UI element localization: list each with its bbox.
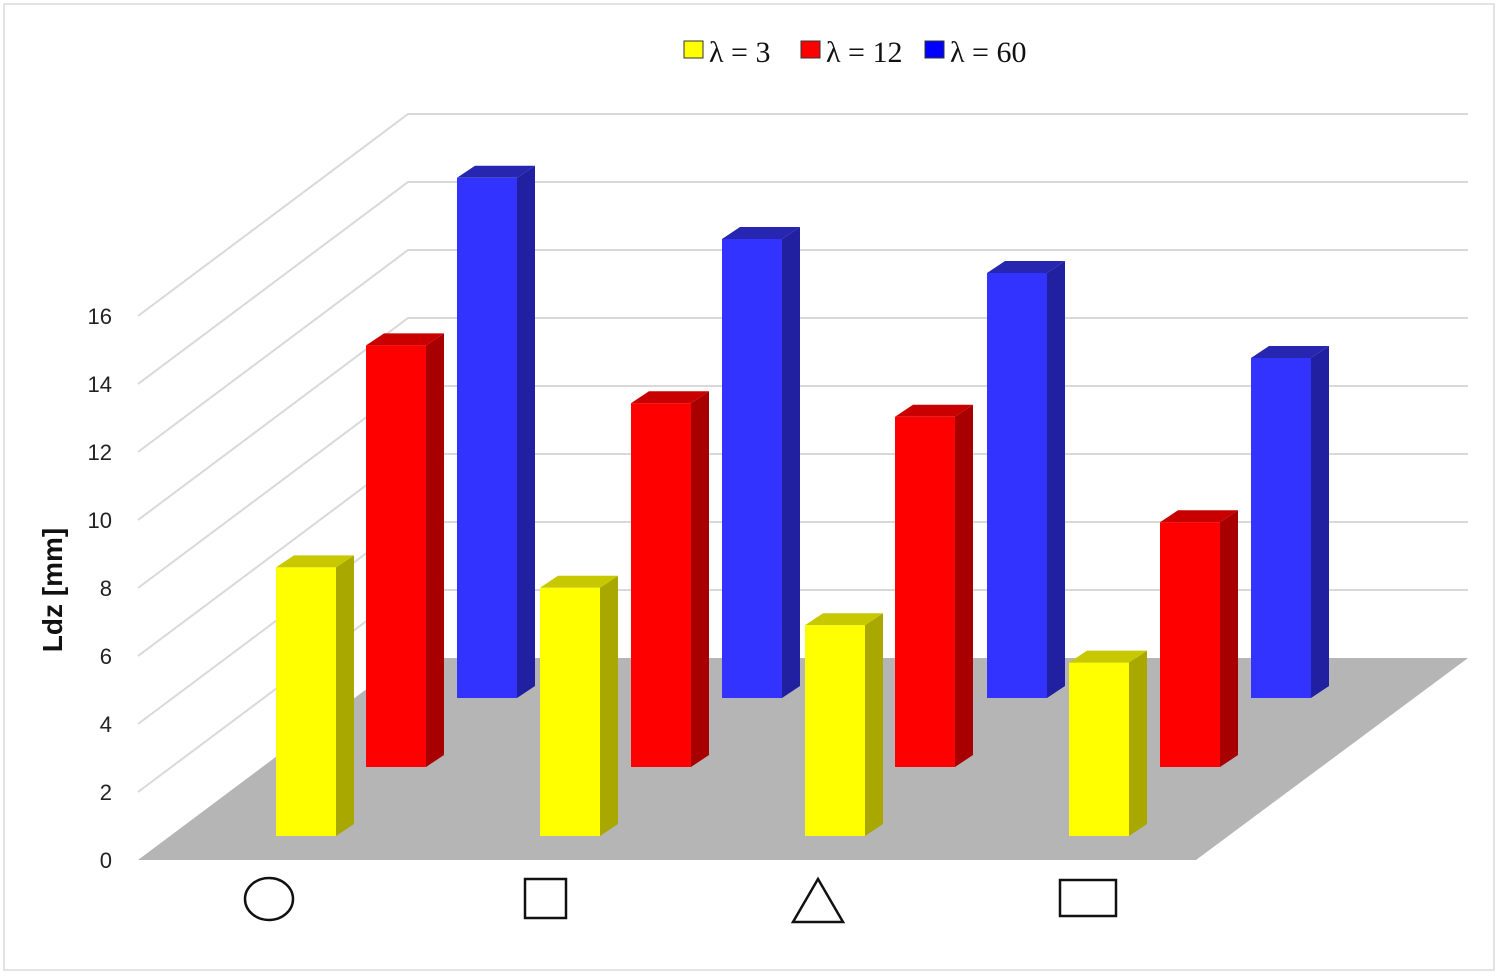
bar-2-2 xyxy=(987,261,1065,698)
bar-side-face xyxy=(600,575,618,836)
bar-side-face xyxy=(336,555,354,836)
bar-front-face xyxy=(895,416,955,767)
bar-front-face xyxy=(1251,358,1311,698)
bar-side-face xyxy=(1129,650,1147,836)
gridline xyxy=(137,113,1468,317)
y-axis-ticks: 0 2 4 6 8 10 12 14 16 xyxy=(88,304,112,873)
bar-top-face xyxy=(1160,510,1238,523)
bar-front-face xyxy=(276,567,336,836)
bar-front-face xyxy=(457,177,517,699)
bar-side-face xyxy=(426,333,444,767)
bar-front-face xyxy=(1160,522,1220,767)
legend-swatch xyxy=(800,40,821,59)
bar-side-face xyxy=(865,613,883,836)
bar-2-3 xyxy=(1251,346,1329,698)
bar-front-face xyxy=(722,239,782,698)
bar-front-face xyxy=(987,273,1047,698)
bar-front-face xyxy=(631,403,691,767)
bar-top-face xyxy=(805,613,883,626)
bar-0-1 xyxy=(540,575,618,836)
y-tick-label: 4 xyxy=(100,712,112,737)
bar-0-2 xyxy=(805,613,883,836)
bar-front-face xyxy=(805,625,865,836)
square-icon xyxy=(523,877,568,920)
bar-2-1 xyxy=(722,227,800,698)
bar-1-1 xyxy=(631,391,709,767)
bar-top-face xyxy=(1251,346,1329,358)
bar-top-face xyxy=(722,227,800,239)
legend: λ = 3 λ = 12 λ = 60 xyxy=(683,36,1026,69)
circle-icon xyxy=(243,876,295,922)
bar-side-face xyxy=(1220,510,1238,767)
bar-0-0 xyxy=(276,555,354,836)
legend-label: λ = 60 xyxy=(950,36,1026,69)
bar-side-face xyxy=(517,165,535,699)
bar-side-face xyxy=(782,227,800,698)
y-tick-label: 6 xyxy=(100,644,112,669)
bar-top-face xyxy=(276,555,354,568)
y-axis-title: Ldz [mm] xyxy=(37,528,68,652)
gridline xyxy=(137,181,1468,385)
y-tick-label: 8 xyxy=(100,576,112,601)
x-axis-category-markers xyxy=(243,876,1118,924)
bar-top-face xyxy=(987,261,1065,273)
bar-2-0 xyxy=(457,165,535,699)
bar-1-0 xyxy=(366,333,444,767)
bar-1-2 xyxy=(895,404,973,767)
legend-item: λ = 3 xyxy=(683,36,770,69)
bar-series-group xyxy=(276,165,1329,836)
rectangle-icon xyxy=(1058,878,1118,918)
bar-top-face xyxy=(540,575,618,588)
legend-item: λ = 60 xyxy=(924,36,1026,69)
y-tick-label: 2 xyxy=(100,780,112,805)
bar-side-face xyxy=(691,391,709,767)
triangle-icon xyxy=(790,876,846,924)
legend-item: λ = 12 xyxy=(800,36,902,69)
y-tick-label: 14 xyxy=(88,372,112,397)
legend-swatch xyxy=(924,40,945,59)
y-tick-label: 16 xyxy=(88,304,112,329)
bar-front-face xyxy=(540,587,600,836)
legend-swatch xyxy=(683,40,704,59)
y-tick-label: 12 xyxy=(88,440,112,465)
bar-top-face xyxy=(895,404,973,417)
y-tick-label: 0 xyxy=(100,848,112,873)
bar-top-face xyxy=(1069,650,1147,663)
bar-front-face xyxy=(1069,662,1129,836)
legend-label: λ = 3 xyxy=(709,36,770,69)
bar-top-face xyxy=(631,391,709,404)
legend-label: λ = 12 xyxy=(826,36,902,69)
bar-front-face xyxy=(366,345,426,767)
gridline xyxy=(137,317,1468,521)
y-tick-label: 10 xyxy=(88,508,112,533)
bar-1-3 xyxy=(1160,510,1238,767)
bar-side-face xyxy=(955,404,973,767)
bar-0-3 xyxy=(1069,650,1147,836)
gridline xyxy=(137,249,1468,453)
bar-top-face xyxy=(457,165,535,178)
bar-side-face xyxy=(1047,261,1065,698)
chart-walls xyxy=(137,113,1468,793)
bar-side-face xyxy=(1311,346,1329,698)
bar-top-face xyxy=(366,333,444,346)
